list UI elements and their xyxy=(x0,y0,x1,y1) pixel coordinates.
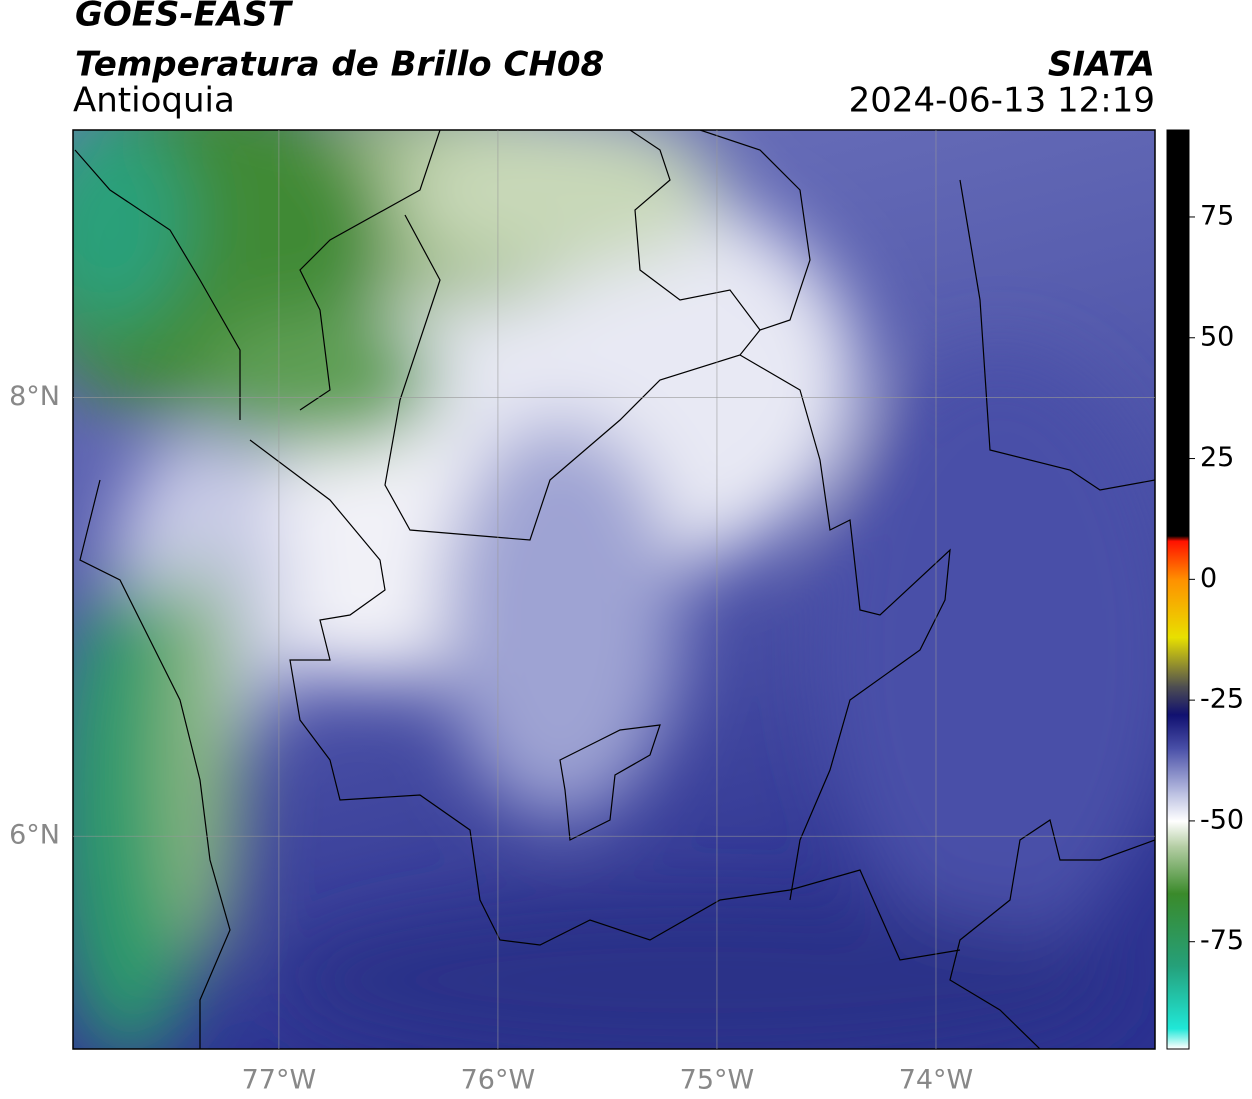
colorbar-tick-label: 0 xyxy=(1200,563,1217,594)
subtitle: Temperatura de Brillo CH08 xyxy=(75,45,604,85)
colorbar-segment xyxy=(1167,965,1189,1030)
grid xyxy=(73,130,1155,1049)
y-tick-label: 8°N xyxy=(9,381,60,412)
x-tick-label: 74°W xyxy=(899,1065,974,1096)
x-tick-label: 75°W xyxy=(680,1065,755,1096)
colorbar-segment xyxy=(1167,820,1189,846)
colorbar-segment xyxy=(1167,791,1189,822)
colorbar-frame xyxy=(1166,129,1190,1050)
colorbar-tick-label: -50 xyxy=(1200,804,1244,835)
boundaries xyxy=(74,130,1155,1049)
colorbar-tick-label: 75 xyxy=(1200,200,1234,231)
map-frame xyxy=(72,129,1156,1050)
colorbar-segment xyxy=(1167,893,1189,967)
x-tick-label: 77°W xyxy=(242,1065,317,1096)
colorbar-tick-label: 25 xyxy=(1200,442,1234,473)
colorbar-tick-label: -25 xyxy=(1200,684,1244,715)
colorbar-tick-label: -75 xyxy=(1200,925,1244,956)
region: Antioquia xyxy=(73,81,235,121)
colorbar-segment xyxy=(1167,748,1189,793)
colorbar-segment xyxy=(1167,845,1189,894)
colorbar-segment xyxy=(1167,1028,1189,1049)
colorbar-segment xyxy=(1167,535,1189,542)
x-tick-label: 76°W xyxy=(461,1065,536,1096)
colorbar-segment xyxy=(1167,579,1189,638)
colorbar-segment xyxy=(1167,540,1189,580)
brightness-field xyxy=(73,130,1155,1049)
title: GOES-EAST xyxy=(75,0,294,35)
datetime: 2024-06-13 12:19 xyxy=(849,81,1155,121)
colorbar-segment xyxy=(1167,714,1189,749)
colorbar-segment xyxy=(1167,685,1189,716)
source: SIATA xyxy=(1048,45,1155,85)
colorbar-segment xyxy=(1167,637,1189,687)
y-tick-label: 6°N xyxy=(9,820,60,851)
colorbar-segment xyxy=(1167,130,1189,537)
colorbar-tick-label: 50 xyxy=(1200,321,1234,352)
